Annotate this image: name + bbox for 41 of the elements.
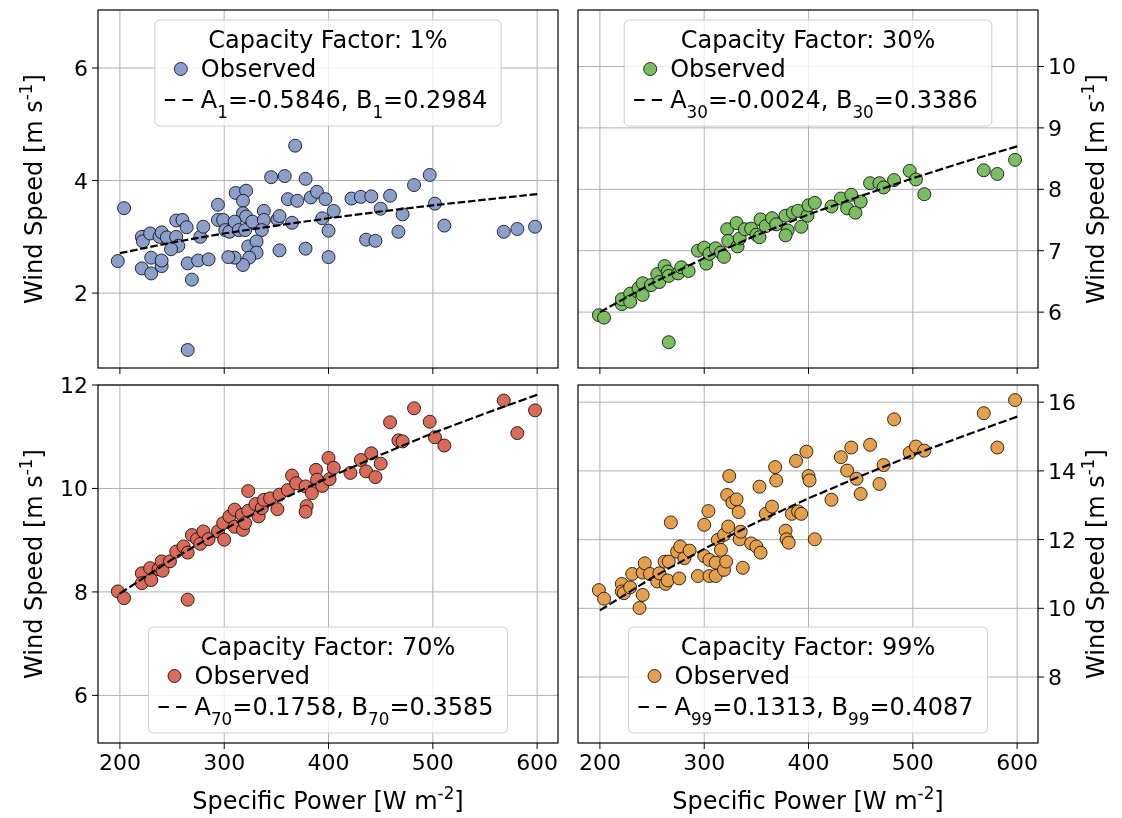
y2-tick-label: 14 bbox=[1048, 458, 1076, 484]
x-tick-label: 200 bbox=[98, 750, 141, 775]
legend-title: Capacity Factor: 30% bbox=[680, 26, 936, 54]
y2-tick-label: 10 bbox=[1048, 54, 1076, 80]
x-tick-label: 400 bbox=[787, 750, 830, 775]
legend-label: A$_{99}$=0.1313, B$_{99}$=0.4087 bbox=[674, 693, 974, 729]
y2-tick-label: 10 bbox=[1048, 596, 1076, 622]
legend-title: Capacity Factor: 99% bbox=[680, 633, 936, 661]
y-tick-label: 8 bbox=[74, 579, 88, 605]
legend-title: Capacity Factor: 1% bbox=[208, 26, 448, 54]
y-tick-label: 12 bbox=[60, 373, 88, 398]
x-tick-label: 500 bbox=[891, 750, 934, 775]
y2-tick-label: 8 bbox=[1048, 177, 1062, 203]
y2-tick-label: 6 bbox=[1048, 300, 1062, 326]
y2-tick-label: 9 bbox=[1048, 115, 1062, 141]
y-tick-label: 6 bbox=[74, 55, 88, 81]
x-tick-label: 300 bbox=[203, 750, 246, 775]
x-tick-label: 300 bbox=[683, 750, 726, 775]
legend-label: Observed bbox=[670, 55, 786, 83]
y2-tick-label: 7 bbox=[1048, 238, 1062, 264]
legend-label: Observed bbox=[200, 55, 317, 83]
x-axis-title: Specific Power [W m$^{-2}$] bbox=[192, 783, 464, 815]
legend-label: A$_{1}$=-0.5846, B$_{1}$=0.2984 bbox=[200, 86, 488, 122]
y2-tick-label: 8 bbox=[1048, 665, 1062, 691]
x-tick-label: 500 bbox=[411, 750, 454, 775]
x-tick-label: 600 bbox=[516, 750, 559, 775]
x-tick-label: 200 bbox=[578, 750, 621, 775]
legend-label: A$_{30}$=-0.0024, B$_{30}$=0.3386 bbox=[670, 86, 978, 122]
y-tick-label: 2 bbox=[74, 281, 88, 307]
legend-label: Observed bbox=[674, 662, 790, 690]
y-tick-label: 6 bbox=[74, 683, 88, 709]
y2-tick-label: 16 bbox=[1048, 390, 1076, 416]
x-axis-title: Specific Power [W m$^{-2}$] bbox=[672, 783, 944, 815]
legend-label: Observed bbox=[194, 662, 310, 690]
y-tick-label: 10 bbox=[60, 476, 88, 502]
x-tick-label: 600 bbox=[996, 750, 1039, 775]
legend-title: Capacity Factor: 70% bbox=[200, 633, 456, 661]
x-tick-label: 400 bbox=[307, 750, 350, 775]
y2-tick-label: 12 bbox=[1048, 527, 1076, 553]
legend-label: A$_{70}$=0.1758, B$_{70}$=0.3585 bbox=[194, 693, 494, 729]
y-tick-label: 4 bbox=[74, 168, 88, 194]
